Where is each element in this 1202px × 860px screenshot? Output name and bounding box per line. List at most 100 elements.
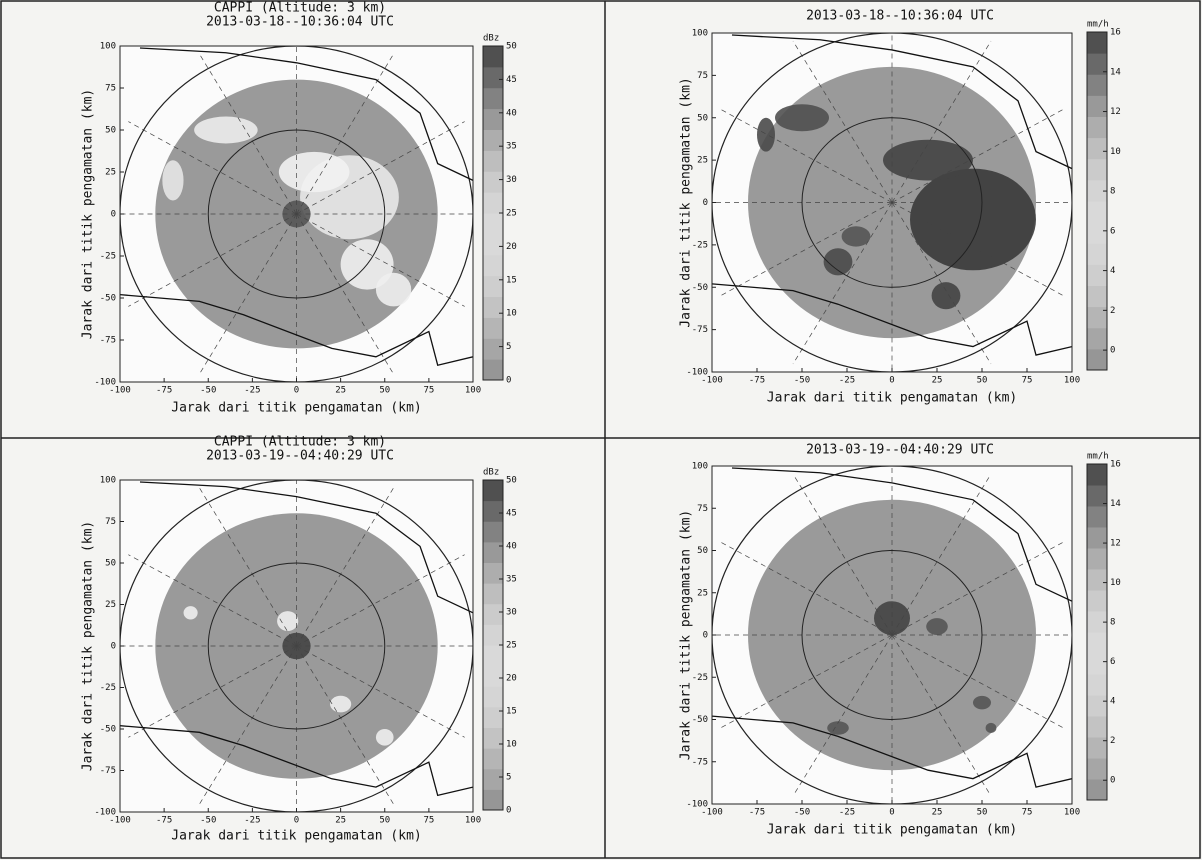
x-tick-label: 25 [932, 808, 943, 818]
y-axis-label: Jarak dari titik pengamatan (km) [679, 510, 694, 760]
colorbar-band [1087, 349, 1107, 371]
colorbar-band [1087, 32, 1107, 54]
colorbar-band [483, 109, 503, 130]
colorbar-tick-label: 4 [1110, 266, 1115, 276]
colorbar-label: dBz [483, 468, 499, 478]
y-tick-label: 100 [692, 29, 708, 39]
echo [932, 282, 961, 309]
colorbar-band [483, 789, 503, 810]
echo [926, 618, 948, 635]
x-tick-label: -50 [794, 808, 810, 818]
x-tick-label: -50 [794, 376, 810, 386]
y-tick-label: 50 [105, 126, 116, 136]
colorbar-label: mm/h [1087, 20, 1109, 30]
colorbar-band [1087, 243, 1107, 265]
y-tick-label: 75 [697, 71, 708, 81]
colorbar-tick-label: 5 [506, 773, 511, 783]
colorbar-band [483, 542, 503, 563]
x-axis-label: Jarak dari titik pengamatan (km) [171, 829, 421, 844]
y-tick-label: -25 [692, 673, 708, 683]
colorbar-band [1087, 653, 1107, 675]
y-tick-label: 50 [697, 113, 708, 123]
y-tick-label: 25 [697, 156, 708, 166]
colorbar-band [483, 213, 503, 234]
x-tick-label: 25 [335, 816, 346, 826]
colorbar-tick-label: 40 [506, 542, 517, 552]
colorbar-tick-label: 25 [506, 209, 517, 219]
colorbar-tick-label: 12 [1110, 107, 1121, 117]
colorbar-band [1087, 201, 1107, 223]
colorbar-tick-label: 5 [506, 342, 511, 352]
colorbar-band [483, 46, 503, 67]
chart-title: CAPPI (Altitude: 3 km) [214, 1, 386, 16]
y-tick-label: 100 [100, 476, 116, 486]
colorbar-band [483, 276, 503, 297]
colorbar-tick-label: 6 [1110, 657, 1115, 667]
colorbar-tick-label: 35 [506, 575, 517, 585]
colorbar-band [1087, 695, 1107, 717]
echo [757, 118, 775, 152]
colorbar-band [483, 604, 503, 625]
chart-title: CAPPI (Altitude: 3 km) [214, 435, 386, 450]
x-tick-label: 100 [465, 386, 481, 396]
colorbar-tick-label: 15 [506, 275, 517, 285]
colorbar-band [1087, 527, 1107, 549]
x-tick-label: 100 [1064, 808, 1080, 818]
colorbar-tick-label: 6 [1110, 226, 1115, 236]
colorbar-band [483, 521, 503, 542]
y-axis-label: Jarak dari titik pengamatan (km) [679, 77, 694, 327]
x-tick-label: 50 [379, 386, 390, 396]
colorbar-band [483, 748, 503, 769]
x-tick-label: 100 [465, 816, 481, 826]
colorbar-band [1087, 632, 1107, 654]
colorbar-band [483, 728, 503, 749]
colorbar-band [483, 707, 503, 728]
colorbar-tick-label: 4 [1110, 697, 1115, 707]
colorbar-tick-label: 30 [506, 175, 517, 185]
y-tick-label: 75 [105, 517, 116, 527]
colorbar-band [483, 192, 503, 213]
echo [910, 169, 1036, 271]
colorbar-band [1087, 222, 1107, 244]
colorbar-tick-label: 50 [506, 42, 517, 52]
y-tick-label: -100 [686, 800, 708, 810]
colorbar-band [483, 130, 503, 151]
echo [775, 104, 829, 131]
x-tick-label: 75 [423, 386, 434, 396]
colorbar-band [1087, 95, 1107, 117]
colorbar-label: dBz [483, 34, 499, 44]
radar-map [102, 29, 490, 399]
colorbar-label: mm/h [1087, 452, 1109, 462]
echo [277, 611, 298, 631]
y-tick-label: -75 [692, 325, 708, 335]
x-tick-label: -75 [156, 386, 172, 396]
x-axis-label: Jarak dari titik pengamatan (km) [767, 391, 1017, 406]
colorbar-tick-label: 45 [506, 509, 517, 519]
colorbar-tick-label: 35 [506, 142, 517, 152]
x-tick-label: 25 [932, 376, 943, 386]
x-tick-label: -25 [839, 808, 855, 818]
y-tick-label: 50 [697, 546, 708, 556]
colorbar-band [1087, 138, 1107, 160]
y-tick-label: -100 [94, 808, 116, 818]
colorbar-band [483, 359, 503, 380]
colorbar-band [483, 501, 503, 522]
colorbar-band [1087, 548, 1107, 570]
y-tick-label: -50 [100, 725, 116, 735]
colorbar-tick-label: 15 [506, 707, 517, 717]
colorbar-band [483, 297, 503, 318]
colorbar-band [483, 666, 503, 687]
colorbar-tick-label: 8 [1110, 618, 1115, 628]
x-tick-label: 100 [1064, 376, 1080, 386]
colorbar-tick-label: 14 [1110, 67, 1121, 77]
colorbar-band [1087, 328, 1107, 350]
colorbar-band [483, 255, 503, 276]
colorbar-band [1087, 464, 1107, 486]
echo [162, 160, 183, 200]
y-tick-label: -50 [692, 283, 708, 293]
y-tick-label: 100 [692, 462, 708, 472]
echo [986, 723, 997, 733]
x-tick-label: 0 [889, 376, 894, 386]
colorbar-band [1087, 264, 1107, 286]
y-tick-label: -25 [100, 252, 116, 262]
